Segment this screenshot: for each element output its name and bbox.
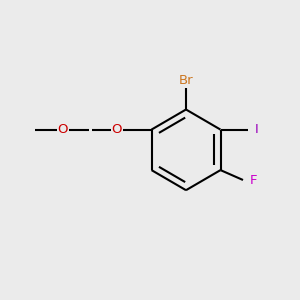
Text: O: O	[112, 123, 122, 136]
Text: F: F	[250, 173, 257, 187]
Text: O: O	[58, 123, 68, 136]
Text: I: I	[255, 123, 259, 136]
Text: Br: Br	[179, 74, 193, 88]
